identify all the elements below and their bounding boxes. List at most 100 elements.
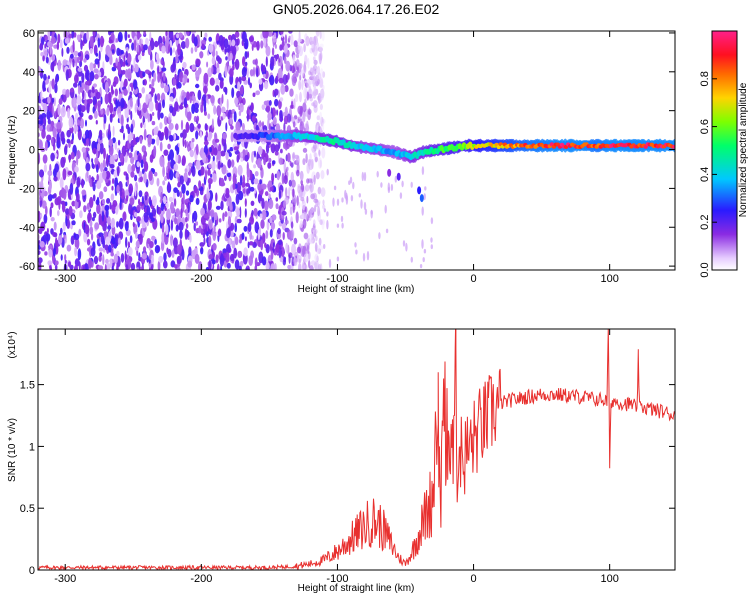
spectrogram-noise-cell bbox=[151, 120, 156, 126]
spectrogram-noise-cell bbox=[283, 115, 289, 125]
spectrogram-noise-cell bbox=[100, 234, 103, 243]
spectrogram-ridge-cell bbox=[496, 145, 501, 150]
spectrogram-noise-cell bbox=[204, 169, 208, 181]
spectrogram-noise-cell bbox=[270, 56, 275, 67]
spectrogram-noise-cell bbox=[104, 81, 109, 94]
spectrogram-noise-cell bbox=[48, 244, 53, 250]
spectrogram-noise-cell bbox=[185, 37, 190, 49]
spectrogram-noise-cell bbox=[218, 35, 224, 47]
spectrogram-noise-cell bbox=[86, 31, 89, 41]
spectrogram-noise-cell bbox=[336, 223, 340, 228]
spectrogram-noise-cell bbox=[129, 91, 133, 97]
spectrogram-noise-cell bbox=[155, 52, 160, 61]
spectrogram-noise-cell bbox=[288, 187, 291, 199]
spectrogram-noise-cell bbox=[189, 91, 193, 97]
spectrogram-noise-cell bbox=[49, 180, 52, 191]
spectrogram-noise-cell bbox=[273, 32, 277, 38]
spectrogram-noise-cell bbox=[307, 108, 312, 115]
spectrogram-noise-cell bbox=[160, 191, 163, 204]
spectrogram-noise-cell bbox=[130, 145, 134, 153]
spectrogram-noise-cell bbox=[111, 266, 114, 270]
spectrogram-noise-cell bbox=[316, 115, 321, 121]
spectrogram-noise-cell bbox=[401, 180, 404, 188]
spectrogram-noise-cell bbox=[137, 95, 140, 108]
spectrogram-noise-cell bbox=[352, 181, 355, 190]
spectrogram-noise-cell bbox=[94, 222, 100, 230]
spectrogram-noise-cell bbox=[312, 148, 315, 154]
spectrogram-noise-cell bbox=[261, 183, 267, 190]
spectrogram-noise-cell bbox=[263, 200, 269, 211]
spectrogram-noise-cell bbox=[109, 164, 115, 169]
spectrogram-noise-cell bbox=[140, 159, 144, 169]
spectrogram-noise-cell bbox=[57, 210, 60, 217]
spectrogram-noise-cell bbox=[99, 142, 104, 155]
spectrogram-noise-cell bbox=[85, 162, 91, 172]
spectrogram-noise-cell bbox=[60, 106, 66, 118]
spectrogram-noise-cell bbox=[182, 129, 187, 139]
spectrogram-noise-cell bbox=[136, 33, 142, 38]
spectrogram-noise-cell bbox=[203, 237, 206, 245]
spectrogram-noise-cell bbox=[202, 152, 207, 164]
spectrogram-noise-cell bbox=[145, 94, 149, 105]
spectrogram-noise-cell bbox=[108, 138, 114, 147]
spectrogram-noise-cell bbox=[162, 180, 166, 186]
spectrogram-noise-cell bbox=[262, 31, 268, 39]
spectrogram-noise-cell bbox=[107, 129, 112, 141]
spectrogram-noise-cell bbox=[423, 193, 426, 201]
spectrogram-noise-cell bbox=[298, 80, 302, 91]
spectrogram-noise-cell bbox=[57, 33, 61, 44]
spectrogram-y-tick-label: 20 bbox=[23, 106, 35, 118]
spectrogram-noise-cell bbox=[50, 217, 55, 222]
spectrogram-noise-cell bbox=[317, 206, 321, 217]
spectrogram-noise-cell bbox=[275, 197, 279, 202]
spectrogram-noise-cell bbox=[153, 145, 157, 157]
spectrogram-noise-cell bbox=[203, 72, 209, 85]
spectrogram-noise-cell bbox=[248, 255, 253, 266]
spectrogram-noise-cell bbox=[102, 198, 106, 205]
spectrogram-noise-cell bbox=[195, 130, 199, 140]
spectrogram-noise-cell bbox=[170, 201, 175, 214]
spectrogram-noise-cell bbox=[276, 170, 281, 181]
spectrogram-noise-cell bbox=[143, 172, 147, 184]
spectrogram-noise-cell bbox=[74, 166, 79, 173]
spectrogram-noise-cell bbox=[136, 204, 141, 211]
spectrogram-noise-cell bbox=[63, 234, 66, 240]
spectrogram-noise-cell bbox=[193, 222, 196, 232]
spectrogram-noise-cell bbox=[176, 33, 180, 39]
spectrogram-noise-cell bbox=[225, 187, 230, 196]
spectrogram-noise-cell bbox=[124, 31, 128, 41]
spectrogram-noise-cell bbox=[193, 36, 198, 47]
spectrogram-noise-cell bbox=[97, 265, 104, 270]
spectrogram-noise-cell bbox=[247, 77, 251, 86]
spectrogram-noise-cell bbox=[181, 248, 185, 261]
colorbar-tick-label: 0.4 bbox=[699, 167, 711, 182]
spectrogram-noise-cell bbox=[172, 77, 177, 86]
spectrogram-noise-cell bbox=[215, 205, 221, 210]
spectrogram-noise-cell bbox=[115, 99, 118, 109]
spectrogram-noise-cell bbox=[228, 239, 232, 245]
spectrogram-noise-cell bbox=[127, 163, 132, 174]
spectrogram-noise-cell bbox=[312, 76, 315, 88]
spectrogram-noise-cell bbox=[38, 105, 41, 111]
spectrogram-noise-cell bbox=[265, 105, 271, 113]
spectrogram-noise-cell bbox=[314, 204, 317, 213]
spectrogram-noise-cell bbox=[410, 256, 413, 263]
spectrogram-noise-cell bbox=[204, 123, 208, 131]
spectrogram-noise-cell bbox=[229, 68, 234, 78]
spectrogram-noise-cell bbox=[168, 122, 174, 130]
spectrogram-noise-cell bbox=[230, 125, 234, 130]
spectrogram-noise-cell bbox=[42, 80, 46, 91]
spectrogram-noise-cell bbox=[262, 73, 266, 78]
spectrogram-noise-cell bbox=[318, 95, 323, 103]
spectrogram-noise-cell bbox=[254, 265, 258, 270]
spectrogram-noise-cell bbox=[92, 211, 97, 219]
spectrogram-noise-cell bbox=[62, 168, 67, 181]
spectrogram-noise-cell bbox=[363, 171, 367, 182]
spectrogram-noise-cell bbox=[68, 154, 71, 163]
spectrogram-noise-cell bbox=[98, 50, 101, 61]
spectrogram-noise-cell bbox=[277, 227, 281, 235]
spectrogram-noise-cell bbox=[290, 221, 294, 229]
spectrogram-noise-cell bbox=[112, 81, 117, 87]
spectrogram-noise-cell bbox=[79, 210, 83, 219]
spectrogram-noise-cell bbox=[71, 132, 74, 141]
